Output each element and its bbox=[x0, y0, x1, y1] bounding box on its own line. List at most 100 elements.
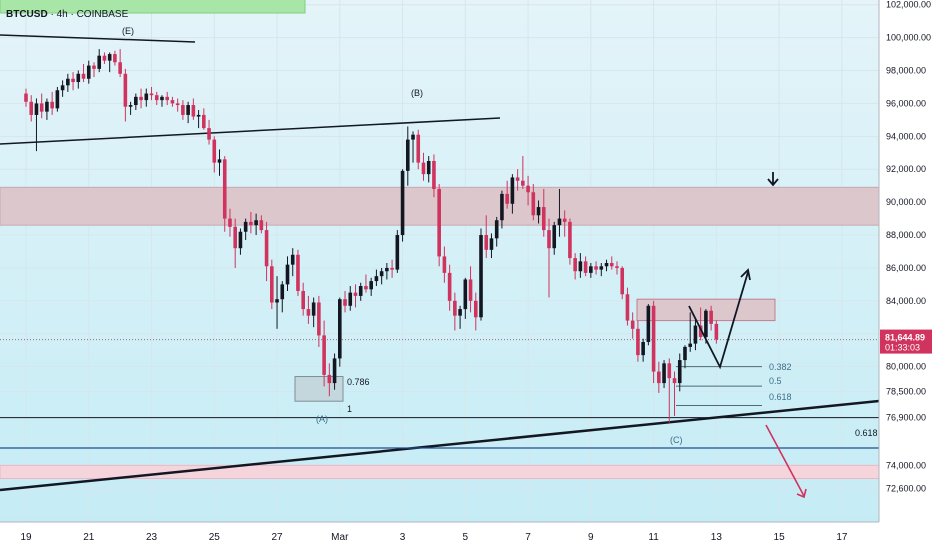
candle[interactable] bbox=[552, 221, 557, 255]
candle-body[interactable] bbox=[604, 263, 609, 267]
candle[interactable] bbox=[547, 218, 551, 298]
candle[interactable] bbox=[102, 52, 107, 64]
candle[interactable] bbox=[447, 264, 452, 311]
candle-body[interactable] bbox=[426, 160, 431, 175]
candles[interactable] bbox=[24, 49, 719, 423]
candle-body[interactable] bbox=[447, 272, 452, 301]
candle[interactable] bbox=[432, 154, 436, 198]
candle-body[interactable] bbox=[505, 193, 509, 204]
candle[interactable] bbox=[657, 361, 661, 393]
candle-body[interactable] bbox=[332, 358, 337, 384]
candle-body[interactable] bbox=[568, 221, 572, 259]
candle[interactable] bbox=[379, 267, 384, 285]
candle[interactable] bbox=[24, 88, 28, 107]
candle[interactable] bbox=[411, 131, 415, 163]
candle[interactable] bbox=[34, 98, 39, 152]
candle[interactable] bbox=[275, 276, 279, 329]
candle-body[interactable] bbox=[609, 263, 614, 267]
candle-body[interactable] bbox=[296, 254, 300, 291]
candle-body[interactable] bbox=[29, 101, 34, 115]
candle-body[interactable] bbox=[327, 374, 332, 384]
candle[interactable] bbox=[583, 256, 588, 277]
candle[interactable] bbox=[191, 98, 196, 120]
candle-body[interactable] bbox=[207, 128, 211, 140]
candle-body[interactable] bbox=[494, 220, 499, 239]
candle[interactable] bbox=[217, 149, 222, 176]
candle-body[interactable] bbox=[557, 218, 562, 226]
candle-body[interactable] bbox=[55, 90, 60, 109]
candle[interactable] bbox=[338, 297, 342, 367]
candle-body[interactable] bbox=[515, 177, 520, 181]
candle-body[interactable] bbox=[311, 302, 316, 316]
candle[interactable] bbox=[118, 49, 122, 78]
candle-body[interactable] bbox=[442, 256, 447, 273]
candle[interactable] bbox=[662, 360, 666, 389]
candle-body[interactable] bbox=[275, 299, 279, 303]
candle-body[interactable] bbox=[280, 284, 285, 300]
candle[interactable] bbox=[400, 169, 405, 242]
candle-body[interactable] bbox=[662, 363, 666, 384]
candle-body[interactable] bbox=[709, 310, 713, 324]
candle[interactable] bbox=[181, 100, 185, 120]
candle[interactable] bbox=[698, 307, 703, 341]
candle-body[interactable] bbox=[437, 188, 441, 257]
candle-body[interactable] bbox=[149, 93, 154, 96]
candle[interactable] bbox=[154, 91, 159, 106]
candle-body[interactable] bbox=[458, 309, 462, 316]
candle[interactable] bbox=[374, 269, 379, 287]
candle[interactable] bbox=[296, 249, 300, 296]
candle-body[interactable] bbox=[60, 85, 65, 91]
candle-body[interactable] bbox=[541, 207, 546, 231]
candle[interactable] bbox=[672, 371, 677, 417]
candle-body[interactable] bbox=[510, 177, 515, 204]
candle-body[interactable] bbox=[165, 96, 170, 101]
candle[interactable] bbox=[270, 259, 274, 310]
candle-body[interactable] bbox=[599, 266, 604, 270]
candle[interactable] bbox=[479, 228, 483, 321]
candle[interactable] bbox=[615, 261, 619, 275]
candle[interactable] bbox=[71, 72, 75, 91]
candle[interactable] bbox=[500, 190, 504, 229]
candle-body[interactable] bbox=[81, 73, 86, 79]
candle[interactable] bbox=[604, 259, 609, 272]
candle[interactable] bbox=[536, 200, 541, 224]
candle-body[interactable] bbox=[421, 162, 426, 175]
candle-body[interactable] bbox=[479, 235, 483, 318]
candle-body[interactable] bbox=[615, 266, 619, 268]
candle[interactable] bbox=[290, 248, 295, 277]
candle-body[interactable] bbox=[301, 290, 305, 310]
candle[interactable] bbox=[228, 208, 232, 237]
candle[interactable] bbox=[196, 109, 201, 129]
candle-body[interactable] bbox=[500, 193, 504, 221]
candle-body[interactable] bbox=[191, 105, 196, 117]
candle[interactable] bbox=[358, 282, 363, 301]
candle[interactable] bbox=[463, 277, 468, 319]
candle-body[interactable] bbox=[86, 65, 91, 79]
candle[interactable] bbox=[128, 101, 133, 115]
candle-body[interactable] bbox=[589, 266, 593, 273]
candle-body[interactable] bbox=[704, 310, 708, 338]
candle[interactable] bbox=[207, 119, 211, 145]
candle-body[interactable] bbox=[468, 279, 473, 301]
candle-body[interactable] bbox=[432, 160, 436, 189]
candle-body[interactable] bbox=[416, 134, 421, 163]
candle[interactable] bbox=[468, 266, 473, 313]
candle[interactable] bbox=[599, 263, 604, 277]
candle[interactable] bbox=[202, 108, 206, 130]
candle-body[interactable] bbox=[39, 103, 44, 112]
candle[interactable] bbox=[568, 218, 572, 265]
candle-body[interactable] bbox=[107, 54, 112, 61]
candle[interactable] bbox=[29, 95, 34, 122]
candle[interactable] bbox=[39, 93, 44, 119]
candle[interactable] bbox=[484, 215, 489, 259]
candle[interactable] bbox=[683, 345, 687, 369]
candle-body[interactable] bbox=[583, 261, 588, 273]
candle-body[interactable] bbox=[202, 114, 206, 129]
candle[interactable] bbox=[45, 98, 49, 120]
candle[interactable] bbox=[55, 86, 60, 112]
candle-body[interactable] bbox=[144, 93, 149, 101]
candle[interactable] bbox=[541, 188, 546, 237]
candle-body[interactable] bbox=[578, 261, 583, 272]
candle[interactable] bbox=[636, 320, 640, 362]
candle[interactable] bbox=[113, 50, 117, 66]
